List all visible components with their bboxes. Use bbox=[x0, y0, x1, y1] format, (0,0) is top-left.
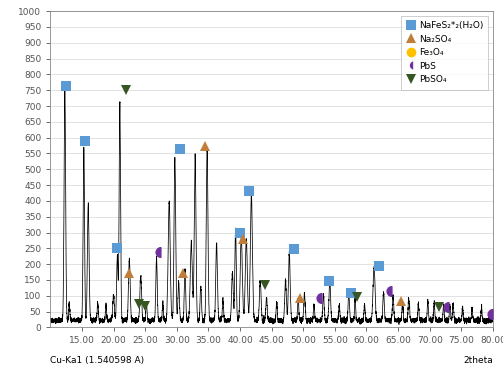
Text: Cu-Ka1 (1.540598 A): Cu-Ka1 (1.540598 A) bbox=[50, 356, 144, 365]
Legend: NaFeS₂*₂(H₂O), Na₂SO₄, Fe₃O₄, PbS, PbSO₄: NaFeS₂*₂(H₂O), Na₂SO₄, Fe₃O₄, PbS, PbSO₄ bbox=[401, 16, 488, 90]
Text: 2theta: 2theta bbox=[463, 356, 493, 365]
